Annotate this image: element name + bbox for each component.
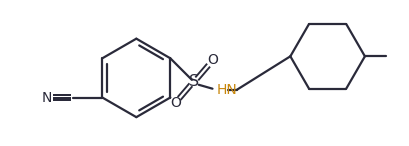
Text: N: N bbox=[41, 91, 52, 105]
Text: S: S bbox=[188, 74, 198, 89]
Text: O: O bbox=[169, 96, 180, 110]
Text: O: O bbox=[207, 53, 218, 67]
Text: HN: HN bbox=[216, 83, 236, 97]
